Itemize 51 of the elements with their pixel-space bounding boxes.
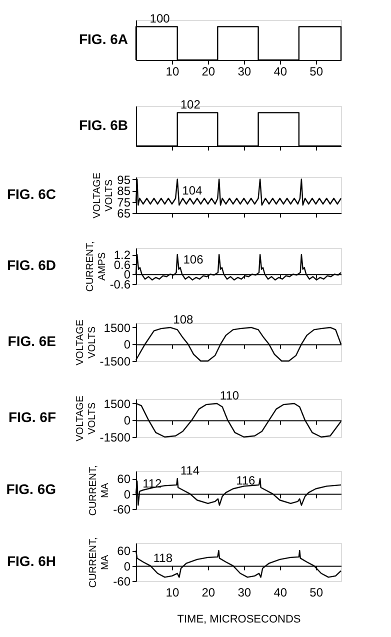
y-tick-label: 0	[124, 559, 131, 574]
x-tick-label: 10	[166, 586, 180, 600]
x-tick-label: 10	[166, 64, 180, 78]
y-axis-title: VOLTAGE VOLTS	[74, 395, 98, 442]
x-tick-label: 20	[202, 586, 216, 600]
y-tick-label: 0	[124, 414, 131, 428]
y-tick-label: 0	[124, 487, 131, 502]
x-axis-title: TIME, MICROSECONDS	[177, 614, 301, 626]
y-tick-label: 75	[117, 195, 131, 210]
y-axis-title: VOLTAGE VOLTS	[74, 319, 98, 366]
text: FIG. 6E	[8, 333, 56, 349]
chart-title: FIG. 6B	[78, 117, 128, 133]
y-tick-label: 60	[117, 544, 131, 558]
annotation: 114	[180, 464, 200, 478]
annotation: 104	[182, 183, 203, 198]
y-tick-label: 1500	[104, 320, 131, 335]
y-tick-label: -1500	[100, 430, 131, 444]
x-tick-label: 20	[202, 64, 216, 78]
x-tick-label: 40	[274, 586, 288, 600]
x-tick-label: 40	[274, 64, 288, 78]
annotation: 102	[180, 98, 201, 112]
annotation: 100	[150, 12, 170, 26]
y-tick-label: 95	[117, 172, 131, 187]
annotation: 106	[183, 252, 204, 267]
annotation: 108	[173, 312, 194, 326]
y-tick-label: 1500	[104, 396, 131, 411]
chart-title: FIG. 6A	[78, 31, 128, 47]
y-axis-title: CURRENT, AMPS	[84, 241, 108, 292]
x-tick-label: 30	[238, 64, 252, 78]
y-tick-label: 65	[117, 206, 131, 220]
y-tick-label: -60	[113, 502, 131, 516]
text: FIG. 6F	[8, 409, 56, 425]
annotation: 110	[220, 388, 240, 402]
x-tick-label: 50	[310, 586, 324, 600]
annotation: 118	[153, 550, 173, 565]
y-axis-title: CURRENT, MA	[88, 537, 112, 588]
y-tick-label: -0.6	[110, 278, 131, 292]
text: FIG. 6C	[6, 186, 56, 202]
text: FIG. 6G	[6, 481, 56, 497]
y-axis-title: VOLTAGE VOLTS	[92, 172, 116, 218]
x-tick-label: 30	[238, 586, 252, 600]
annotation: 116	[236, 474, 256, 488]
text: FIG. 6H	[6, 553, 56, 569]
x-tick-label: 50	[310, 64, 324, 78]
y-tick-label: 0	[124, 338, 131, 352]
y-tick-label: 85	[117, 184, 131, 198]
y-tick-label: 60	[117, 472, 131, 486]
y-tick-label: -1500	[100, 354, 131, 368]
y-axis-title: CURRENT, MA	[88, 465, 112, 516]
y-tick-label: -60	[113, 574, 131, 588]
text: FIG. 6D	[6, 257, 56, 273]
